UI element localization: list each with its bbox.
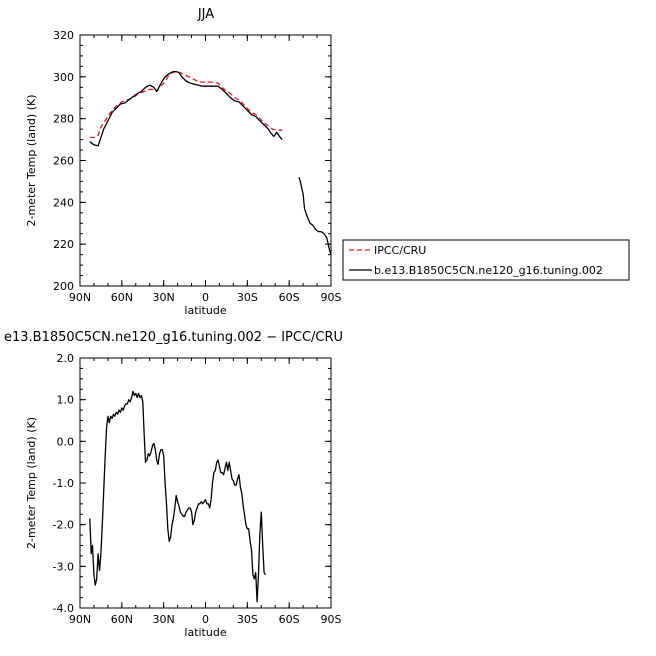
panel-top: JJA 90N 60N 30N 0 30S 60S 90S 200 220 240 260 280 30… <box>25 7 630 317</box>
y-tick-label: 2.0 <box>57 352 75 365</box>
y-tick-label: 200 <box>53 280 74 293</box>
legend-label-ipcc: IPCC/CRU <box>374 244 426 257</box>
y-tick-label: -3.0 <box>53 560 74 573</box>
y-tick-label: 260 <box>53 155 74 168</box>
x-tick-label: 0 <box>202 291 209 304</box>
y-tick-label: 300 <box>53 71 74 84</box>
x-tick-label: 60N <box>111 613 133 626</box>
series-line-0 <box>89 390 267 603</box>
series-line-1-segment-2 <box>298 176 332 255</box>
plot-area <box>89 70 332 255</box>
x-tick-label: 30S <box>237 291 258 304</box>
series-line-1 <box>89 70 283 147</box>
y-tick-label: 320 <box>53 29 74 42</box>
legend-box <box>342 239 630 281</box>
y-tick-label: -2.0 <box>53 519 74 532</box>
y-tick-label: 1.0 <box>57 394 75 407</box>
x-tick-label: 60N <box>111 291 133 304</box>
chart-title: JJA <box>197 7 214 22</box>
x-tick-label: 0 <box>202 613 209 626</box>
x-tick-label: 30N <box>153 613 175 626</box>
x-tick-label: 90N <box>69 613 91 626</box>
x-tick-label: 60S <box>279 613 300 626</box>
y-tick-label: 0.0 <box>57 435 75 448</box>
x-tick-label: 90N <box>69 291 91 304</box>
x-tick-label: 90S <box>321 291 342 304</box>
plot-frame <box>79 357 332 609</box>
series-line-0 <box>89 70 283 139</box>
x-tick-label: 30N <box>153 291 175 304</box>
chart-title: e13.B1850C5CN.ne120_g16.tuning.002 − IPC… <box>4 330 343 345</box>
x-tick-label: 90S <box>321 613 342 626</box>
y-tick-label: -4.0 <box>53 602 74 615</box>
y-tick-label: 280 <box>53 113 74 126</box>
x-tick-label: 30S <box>237 613 258 626</box>
axis-ticks: 90N 60N 30N 0 30S 60S 90S 200 220 240 260 280 300 320 <box>53 29 342 304</box>
panel-bottom: e13.B1850C5CN.ne120_g16.tuning.002 − IPC… <box>4 330 343 639</box>
plot-frame <box>79 34 332 287</box>
y-tick-label: 240 <box>53 196 74 209</box>
x-tick-label: 60S <box>279 291 300 304</box>
y-tick-label: 220 <box>53 238 74 251</box>
x-axis-label: latitude <box>184 626 226 639</box>
y-tick-label: -1.0 <box>53 477 74 490</box>
legend-label-model: b.e13.B1850C5CN.ne120_g16.tuning.002 <box>374 264 603 277</box>
plot-area <box>89 390 267 603</box>
y-axis-label: 2-meter Temp (land) (K) <box>25 95 38 227</box>
legend: IPCC/CRU b.e13.B1850C5CN.ne120_g16.tunin… <box>342 239 630 281</box>
y-axis-label: 2-meter Temp (land) (K) <box>25 417 38 549</box>
axis-ticks: 90N 60N 30N 0 30S 60S 90S -4.0 -3.0 -2.0 -1.0 0.0 1.… <box>53 352 342 626</box>
x-axis-label: latitude <box>184 304 226 317</box>
